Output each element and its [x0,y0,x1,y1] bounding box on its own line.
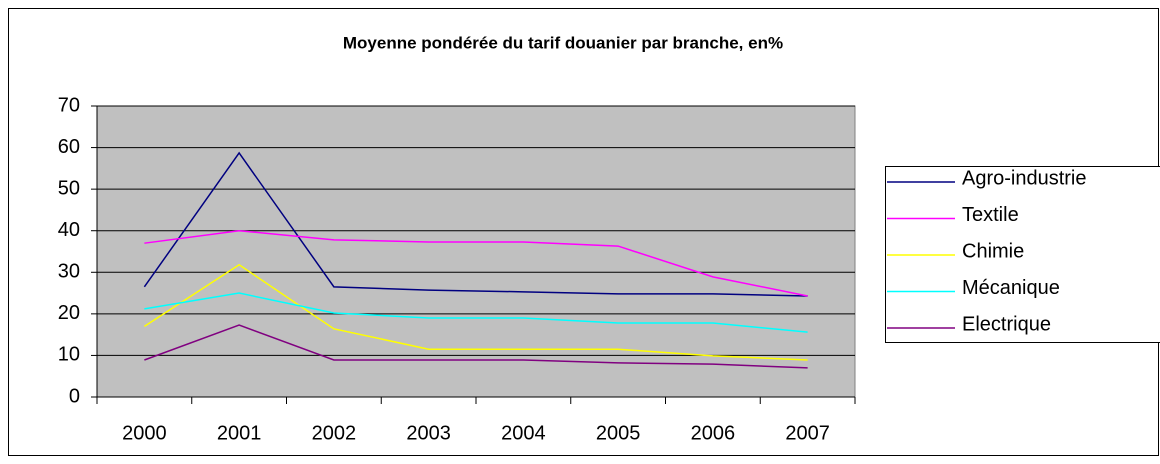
legend-label: Mécanique [962,277,1060,299]
y-tick-label: 60 [58,136,80,158]
y-tick-label: 50 [58,177,80,199]
x-tick-label: 2007 [785,422,830,444]
series-line [144,292,808,333]
y-tick-label: 10 [58,344,80,366]
series-line [144,229,808,297]
legend-box [885,166,1160,343]
y-tick-label: 40 [58,219,80,241]
x-tick-label: 2004 [501,422,546,444]
x-tick-label: 2000 [122,422,167,444]
legend-label: Electrique [962,313,1051,335]
series-line [143,151,808,297]
legend-label: Agro-industrie [962,167,1087,189]
plot-area [96,105,856,398]
y-tick-label: 20 [58,302,80,324]
series-line [143,263,808,361]
x-tick-label: 2003 [406,422,451,444]
x-tick-label: 2006 [691,422,736,444]
x-tick-label: 2005 [596,422,641,444]
y-tick-label: 70 [58,94,80,116]
x-tick-label: 2002 [312,422,357,444]
y-tick-label: 0 [69,385,80,407]
legend-label: Textile [962,204,1019,226]
chart-title: Moyenne pondérée du tarif douanier par b… [343,33,783,52]
y-tick-label: 30 [58,261,80,283]
legend-label: Chimie [962,240,1024,262]
x-tick-label: 2001 [217,422,262,444]
series-line [144,324,808,369]
